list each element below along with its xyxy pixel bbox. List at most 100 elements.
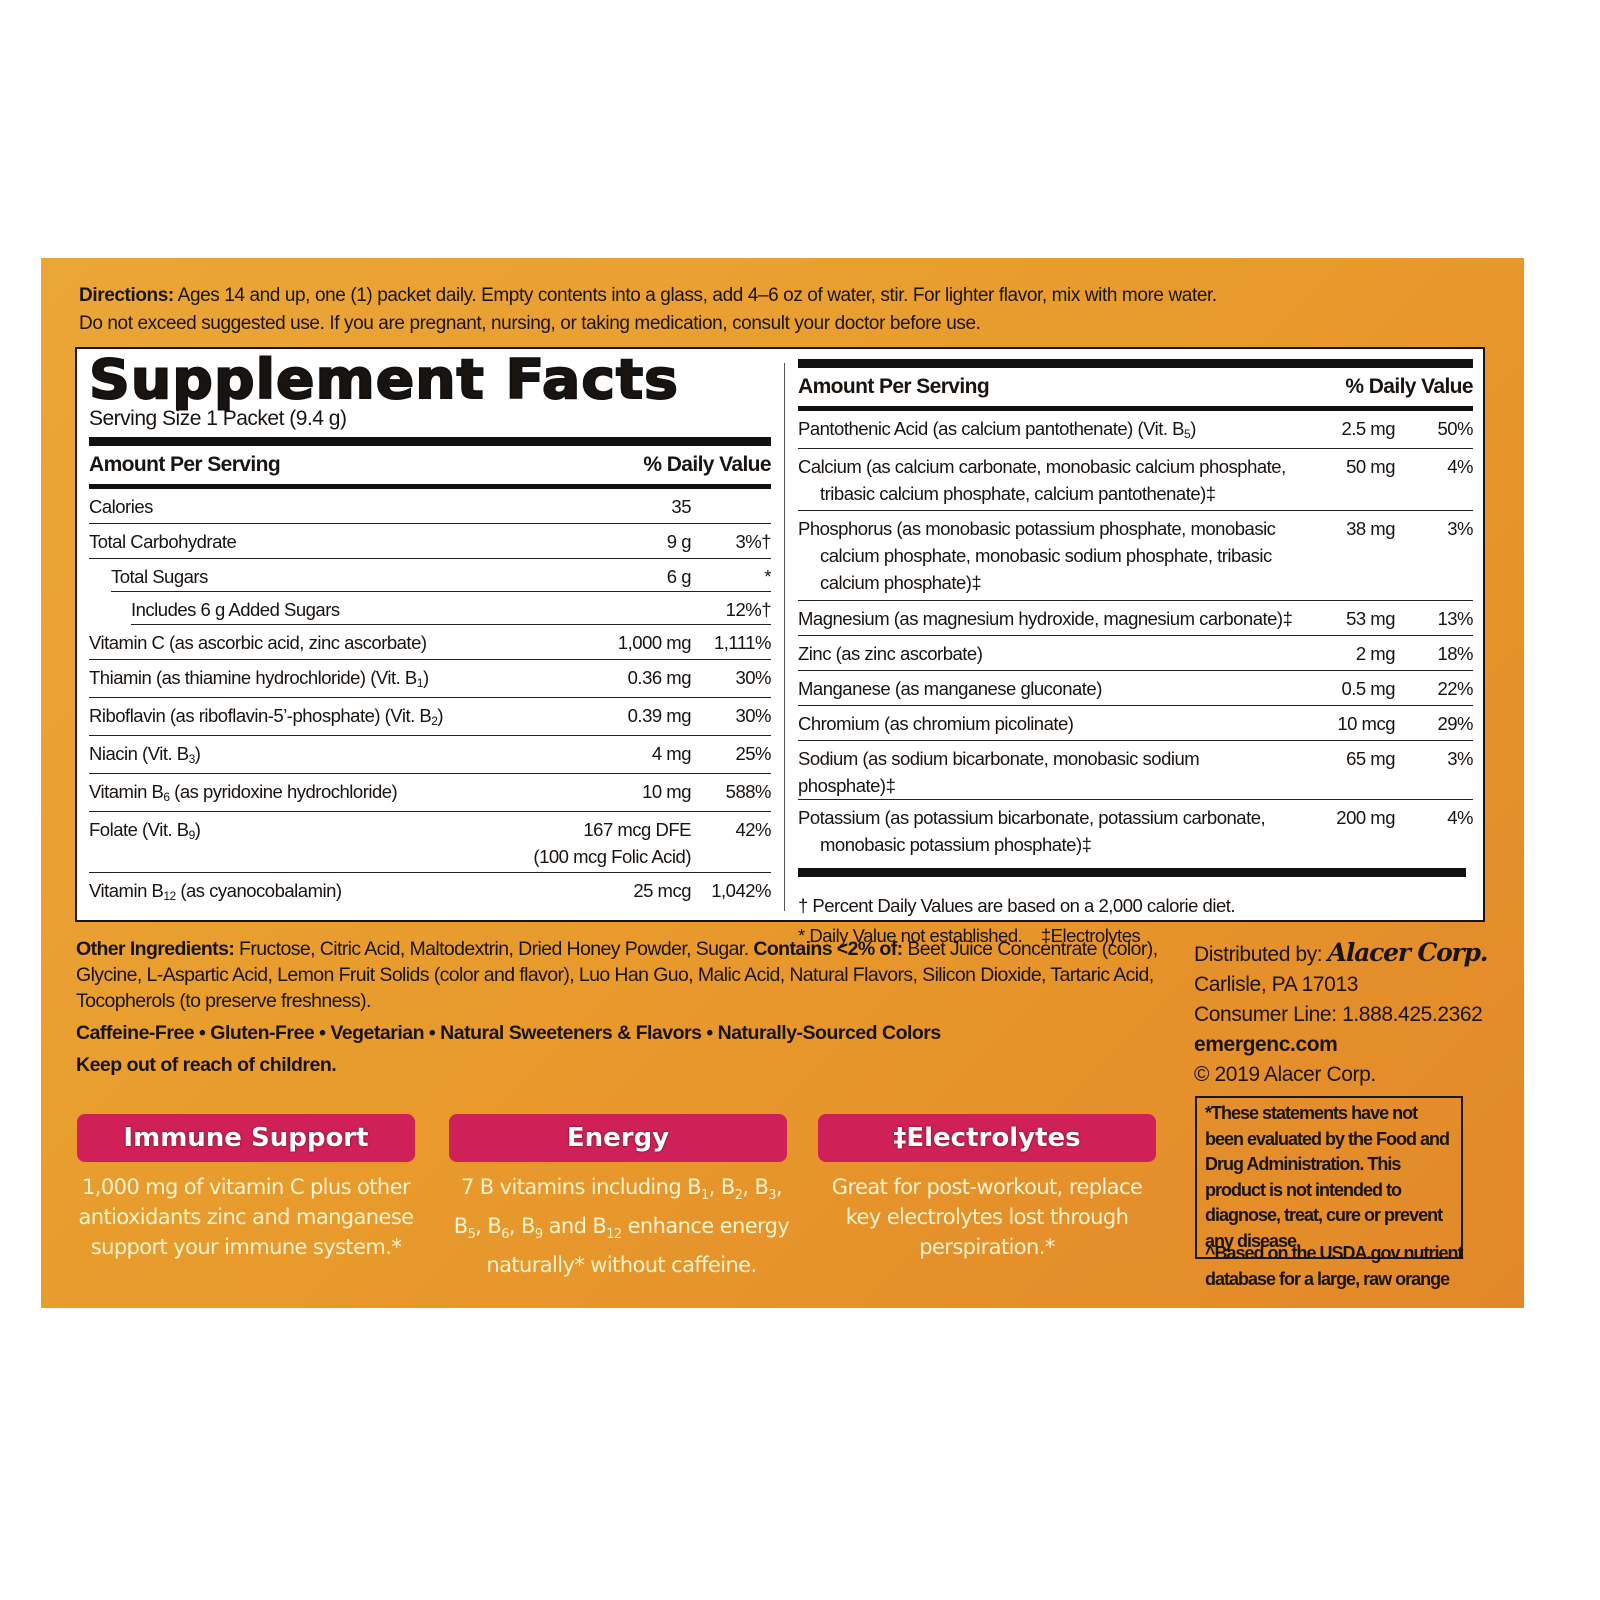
nutrient-row: Chromium (as chromium picolinate) 10 mcg 2… [798, 706, 1474, 741]
benefit-title-immune: Immune Support [77, 1114, 415, 1162]
other-ingredients-label: Other Ingredients: [76, 938, 235, 960]
facts-left-column: Supplement Facts Serving Size 1 Packet (… [88, 349, 772, 911]
alacer-logo: Alacer Corp. [1327, 938, 1489, 967]
nutrient-amount: 10 mcg [1337, 713, 1395, 734]
nutrient-dv: 42% [735, 819, 771, 840]
nutrient-row: Calories 35 [89, 489, 771, 524]
nutrient-row: Potassium (as potassium bicarbonate, pot… [798, 800, 1474, 864]
nutrient-name: Vitamin B6 (as pyridoxine hydrochloride) [89, 781, 398, 804]
nutrient-dv: 3% [1447, 518, 1473, 539]
nutrient-name: Zinc (as zinc ascorbate) [798, 643, 983, 664]
nutrient-dv: 1,042% [711, 880, 771, 901]
product-label: Directions: Ages 14 and up, one (1) pack… [41, 258, 1524, 1308]
nutrient-name: Vitamin C (as ascorbic acid, zinc ascorb… [89, 632, 427, 653]
footnote-dv: † Percent Daily Values are based on a 2,… [798, 895, 1236, 916]
benefit-text-electrolytes: Great for post-workout, replace key elec… [831, 1175, 1143, 1259]
nutrient-amount: 50 mg [1346, 456, 1395, 477]
benefit-text-immune: 1,000 mg of vitamin C plus other antioxi… [78, 1175, 415, 1259]
left-rows: Calories 35 Total Carbohydrate 9 g 3%† Total … [89, 489, 772, 911]
facts-right-column: Amount Per Serving % Daily Value Pantothe… [798, 349, 1474, 951]
footnotes: † Percent Daily Values are based on a 2,… [798, 891, 1473, 951]
nutrient-dv: 3%† [735, 531, 771, 552]
nutrient-row: Pantothenic Acid (as calcium pantothenat… [798, 411, 1474, 449]
nutrient-dv: 18% [1437, 643, 1473, 664]
header-amount: Amount Per Serving [89, 453, 281, 476]
nutrient-dv: 1,111% [714, 632, 772, 653]
nutrient-row: Sodium (as sodium bicarbonate, monobasic… [798, 741, 1474, 800]
nutrient-dv: 4% [1447, 456, 1473, 477]
header-dv: % Daily Value [643, 453, 771, 476]
benefit-title-electrolytes: ‡Electrolytes [818, 1114, 1156, 1162]
nutrient-name-continued: monobasic potassium phosphate)‡ [820, 834, 1092, 855]
nutrient-name: Sodium (as sodium bicarbonate, monobasic… [798, 748, 1200, 796]
nutrient-amount: 200 mg [1336, 807, 1395, 828]
other-ingredients-text: Fructose, Citric Acid, Maltodextrin, Dri… [234, 938, 754, 960]
nutrient-dv: 30% [735, 667, 771, 688]
nutrient-name-continued: calcium phosphate, monobasic sodium phos… [820, 545, 1272, 566]
directions: Directions: Ages 14 and up, one (1) pack… [79, 282, 1499, 338]
nutrient-dv: 29% [1437, 713, 1473, 734]
nutrient-name: Potassium (as potassium bicarbonate, pot… [798, 804, 1295, 858]
medium-rule [89, 484, 771, 489]
benefit-text-energy: 7 B vitamins including B1, B2, B3, B5, B… [453, 1175, 790, 1278]
thick-rule [798, 359, 1473, 368]
nutrient-dv: 50% [1437, 418, 1473, 439]
nutrient-name-continued: calcium phosphate)‡ [820, 572, 982, 593]
nutrient-name-continued: tribasic calcium phosphate, calcium pant… [820, 483, 1216, 504]
thick-rule [89, 437, 771, 446]
nutrient-row: Calcium (as calcium carbonate, monobasic… [798, 449, 1474, 511]
contains-label: Contains <2% of: [753, 938, 903, 960]
nutrient-amount: 10 mg [642, 781, 691, 802]
copyright: © 2019 Alacer Corp. [1194, 1063, 1376, 1086]
website: emergenc.com [1194, 1033, 1338, 1056]
nutrient-name: Calcium (as calcium carbonate, monobasic… [798, 453, 1295, 507]
claims: Caffeine-Free • Gluten-Free • Vegetarian… [76, 1022, 941, 1044]
nutrient-row: Folate (Vit. B9) 167 mcg DFE (100 mcg Foli… [89, 812, 772, 873]
nutrient-name: Total Sugars [111, 566, 208, 587]
nutrient-dv: 12%† [725, 599, 772, 620]
nutrient-row: Includes 6 g Added Sugars 12%† [131, 592, 772, 625]
nutrient-name: Vitamin B12 (as cyanocobalamin) [89, 880, 342, 903]
nutrient-name: Niacin (Vit. B3) [89, 743, 201, 766]
directions-line1: Ages 14 and up, one (1) packet daily. Em… [173, 285, 1218, 306]
nutrient-dv: 588% [725, 781, 772, 802]
lower-text-block: Other Ingredients: Fructose, Citric Acid… [76, 936, 1184, 1078]
nutrient-dv: 4% [1447, 807, 1473, 828]
thick-rule [798, 868, 1466, 877]
nutrient-row: Vitamin C (as ascorbic acid, zinc ascorb… [89, 625, 772, 660]
nutrient-row: Total Carbohydrate 9 g 3%† [89, 524, 772, 559]
nutrient-amount: 0.39 mg [627, 705, 692, 726]
contains-text: Beet Juice Concentrate (color), Glycine,… [76, 938, 1158, 1012]
nutrient-dv: 3% [1447, 748, 1473, 769]
nutrient-dv: 25% [735, 743, 771, 764]
right-rows: Pantothenic Acid (as calcium pantothenat… [798, 411, 1474, 864]
nutrient-dv: 13% [1437, 608, 1473, 629]
directions-label: Directions: [79, 285, 174, 306]
nutrient-name: Total Carbohydrate [89, 531, 237, 552]
nutrient-amount: 53 mg [1346, 608, 1395, 629]
nutrient-name: Thiamin (as thiamine hydrochloride) (Vit… [89, 667, 429, 690]
column-divider [784, 363, 785, 911]
nutrient-name: Chromium (as chromium picolinate) [798, 713, 1074, 734]
benefit-title-energy: Energy [449, 1114, 787, 1162]
nutrient-row: Phosphorus (as monobasic potassium phosp… [798, 511, 1474, 601]
header-amount: Amount Per Serving [798, 375, 990, 398]
nutrient-name: Folate (Vit. B9) [89, 819, 201, 842]
nutrient-name: Manganese (as manganese gluconate) [798, 678, 1102, 699]
nutrient-name: Includes 6 g Added Sugars [131, 599, 340, 620]
keep-out-warning: Keep out of reach of children. [76, 1054, 337, 1076]
nutrient-amount: 2.5 mg [1341, 418, 1395, 439]
nutrient-amount: 35 [671, 496, 691, 517]
nutrient-amount: 1,000 mg [617, 632, 692, 653]
nutrient-amount: 0.5 mg [1341, 678, 1395, 699]
nutrient-row: Zinc (as zinc ascorbate) 2 mg 18% [798, 636, 1474, 671]
facts-header: Amount Per Serving % Daily Value [798, 368, 1474, 406]
nutrient-name: Phosphorus (as monobasic potassium phosp… [798, 515, 1295, 596]
nutrient-row: Vitamin B6 (as pyridoxine hydrochloride)… [89, 774, 772, 812]
nutrient-amount: 9 g [666, 531, 692, 552]
nutrient-row: Vitamin B12 (as cyanocobalamin) 25 mcg 1,0… [89, 873, 772, 911]
consumer-line: Consumer Line: 1.888.425.2362 [1194, 1003, 1483, 1026]
nutrient-amount: 6 g [666, 566, 692, 587]
footnote-electrolytes: * Daily Value not established. ‡Electrol… [798, 925, 1141, 946]
nutrient-amount: 4 mg [651, 743, 692, 764]
